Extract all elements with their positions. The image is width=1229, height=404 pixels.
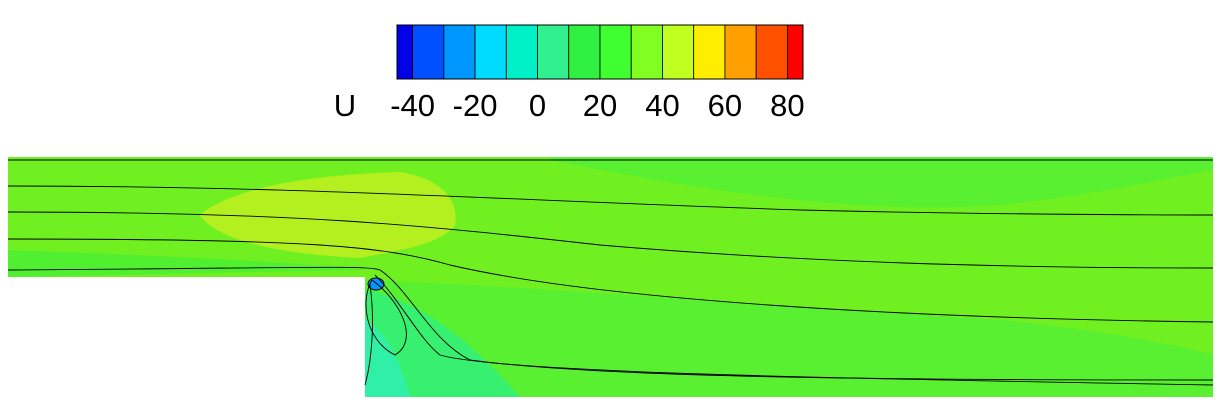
streamlines xyxy=(7,159,1214,386)
colorbar-bin xyxy=(412,24,445,80)
colorbar-tick-label: 20 xyxy=(583,88,617,123)
colorbar-tick-label: 80 xyxy=(770,88,804,123)
streamline xyxy=(364,284,373,386)
streamline xyxy=(7,211,1214,269)
colorbar-bin xyxy=(786,24,804,80)
colorbar-bin xyxy=(474,24,507,80)
colorbar-bin xyxy=(505,24,538,80)
slow-band xyxy=(8,250,365,277)
colorbar-bin xyxy=(755,24,788,80)
streamline xyxy=(7,238,1214,323)
streamline xyxy=(365,279,407,356)
colorbar-tick-label: 0 xyxy=(529,88,546,123)
recirculation xyxy=(365,290,520,397)
colorbar-bin xyxy=(662,24,695,80)
colorbar-bin xyxy=(568,24,601,80)
slow-band xyxy=(550,157,1213,208)
colorbar-bin xyxy=(693,24,726,80)
streamline xyxy=(7,185,1214,216)
colorbar-frame xyxy=(396,24,804,80)
colorbar-bin xyxy=(724,24,757,80)
streamline xyxy=(374,274,1214,386)
colorbar-bin xyxy=(537,24,570,80)
colorbar-bin xyxy=(443,24,476,80)
colorbar-bin xyxy=(630,24,663,80)
colorbar-bin xyxy=(599,24,632,80)
fast-region xyxy=(200,172,456,258)
colorbar-bin xyxy=(396,24,414,80)
colorbar-tick-label: -20 xyxy=(453,88,498,123)
flow-field xyxy=(8,157,1213,397)
colorbar-tick-label: 60 xyxy=(708,88,742,123)
slow-band xyxy=(365,280,1213,397)
colorbar-tick-label: 40 xyxy=(645,88,679,123)
colorbar-tick-label: -40 xyxy=(390,88,435,123)
colorbar-title: U xyxy=(334,88,356,123)
